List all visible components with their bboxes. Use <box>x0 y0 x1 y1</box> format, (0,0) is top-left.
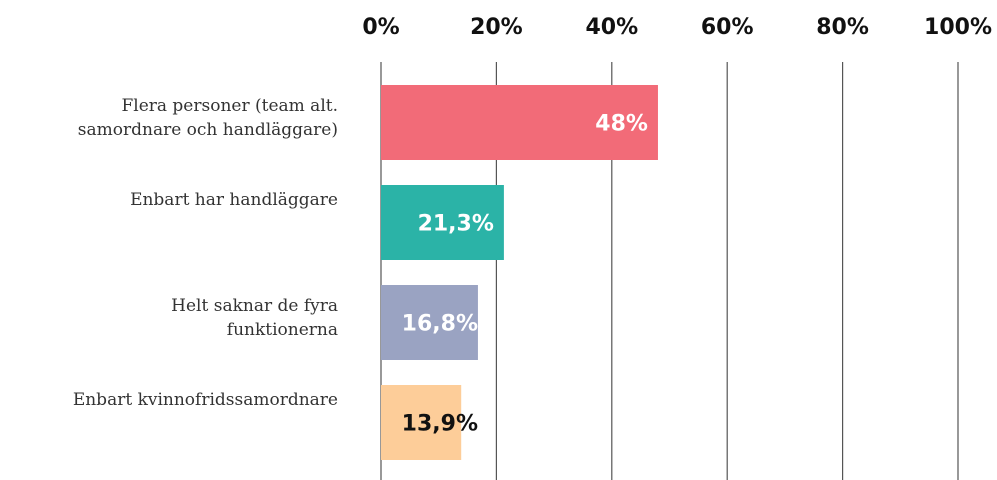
bar <box>381 185 504 260</box>
category-label: Helt saknar de fyra funktionerna <box>171 295 338 340</box>
x-tick-label: 60% <box>701 15 754 40</box>
bar <box>381 385 462 460</box>
bar <box>381 85 658 160</box>
x-tick-label: 0% <box>362 15 399 40</box>
category-label: Enbart har handläggare <box>130 190 338 210</box>
x-tick-label: 20% <box>470 15 523 40</box>
x-tick-label: 100% <box>924 15 992 40</box>
category-label: Flera personer (team alt. samordnare och… <box>77 95 338 140</box>
bar <box>381 285 478 360</box>
x-tick-label: 40% <box>585 15 638 40</box>
x-tick-label: 80% <box>816 15 869 40</box>
value-label: 16,8% <box>402 312 478 337</box>
value-label: 48% <box>595 112 648 137</box>
value-label: 21,3% <box>418 212 494 237</box>
category-label: Enbart kvinnofridssamordnare <box>72 390 338 410</box>
value-label: 13,9% <box>402 412 478 437</box>
